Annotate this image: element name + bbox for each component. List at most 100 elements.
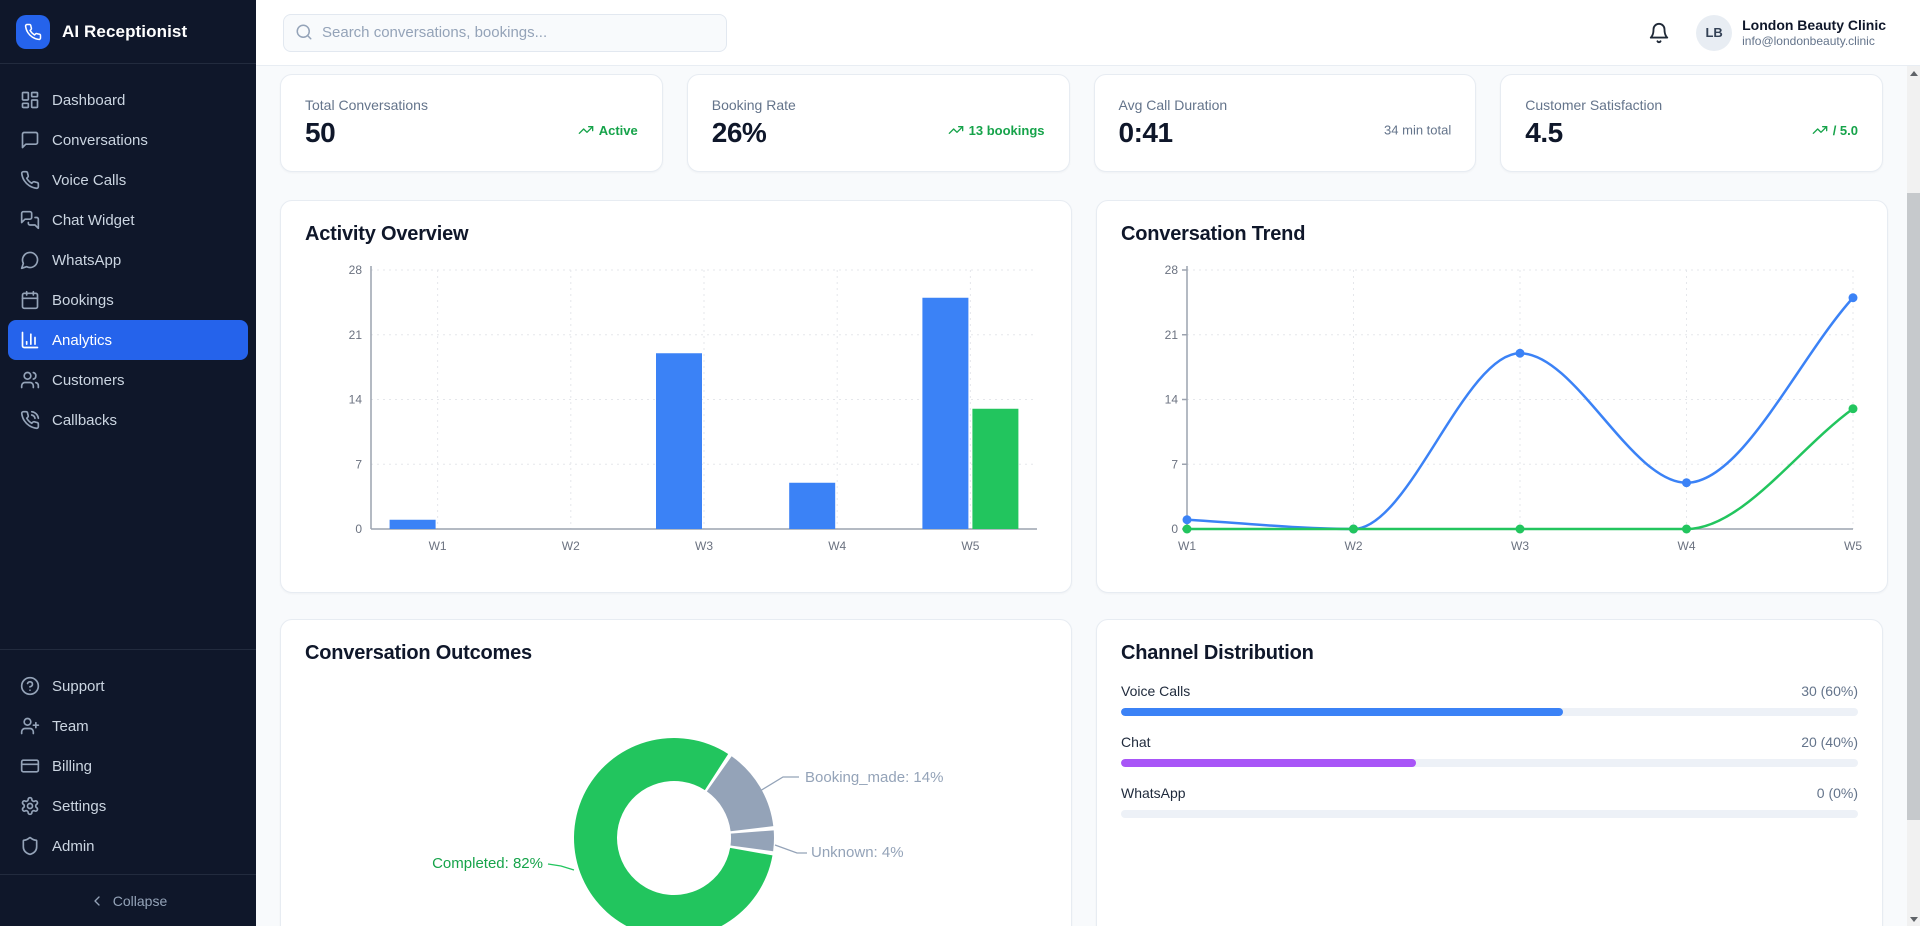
sidebar-item-label: Conversations [52, 131, 148, 149]
channel-progress-track [1121, 810, 1858, 818]
stat-card-booking-rate: Booking Rate 26% 13 bookings [686, 74, 1070, 172]
y-tick-label: 21 [1165, 328, 1179, 342]
point-conversations [1515, 348, 1525, 358]
channel-label: WhatsApp [1121, 785, 1186, 801]
user-plus-icon [20, 716, 40, 736]
sidebar-item-bookings[interactable]: Bookings [8, 280, 248, 320]
x-tick-label: W3 [1511, 539, 1529, 553]
x-tick-label: W1 [429, 539, 447, 553]
channel-progress-fill [1121, 708, 1564, 716]
conversation-trend-line-chart: 0 7 14 21 28 W1 W2 W3 W4 W5 [1165, 263, 1863, 553]
sidebar-item-chat-widget[interactable]: Chat Widget [8, 200, 248, 240]
sidebar-item-customers[interactable]: Customers [8, 360, 248, 400]
y-tick-label: 28 [349, 263, 363, 277]
sidebar-item-conversations[interactable]: Conversations [8, 120, 248, 160]
channel-label: Voice Calls [1121, 683, 1191, 699]
bar-conversations [389, 519, 436, 529]
bottom-row: Conversation Outcomes Booking_made: 14% U… [280, 619, 1883, 926]
outcomes-donut-chart: Booking_made: 14% Unknown: 4% Completed: 8… [305, 673, 1047, 926]
stat-trend: 13 bookings [948, 122, 1045, 138]
activity-overview-panel: Activity Overview 0 7 14 21 28 W1 W2 W3 W4 W5 [280, 200, 1072, 593]
stat-value: 50 [305, 117, 336, 148]
phone-logo-icon [16, 14, 50, 49]
sidebar-item-label: Settings [52, 797, 107, 815]
stat-trend: / 5.0 [1812, 122, 1858, 138]
label-line [774, 844, 807, 854]
y-tick-label: 28 [1165, 263, 1179, 277]
trending-up-icon [1812, 126, 1828, 134]
pie-slice-completed [574, 738, 773, 926]
sidebar-item-label: Support [52, 677, 105, 695]
vertical-scrollbar[interactable] [1907, 66, 1920, 926]
label-line [759, 776, 799, 792]
app-title: AI Receptionist [62, 21, 188, 41]
panel-title: Activity Overview [305, 223, 469, 245]
sidebar-item-callbacks[interactable]: Callbacks [8, 400, 248, 440]
topbar-right: LB London Beauty Clinic info@londonbeaut… [1648, 14, 1886, 51]
point-bookings [1848, 404, 1858, 414]
stat-trend: Active [578, 122, 638, 138]
sidebar-item-dashboard[interactable]: Dashboard [8, 80, 248, 120]
activity-bar-chart: 0 7 14 21 28 W1 W2 W3 W4 W5 [349, 263, 1037, 553]
y-tick-label: 7 [1171, 457, 1178, 471]
scrollbar-thumb[interactable] [1907, 193, 1920, 820]
panel-title: Conversation Outcomes [305, 642, 532, 664]
help-circle-icon [20, 676, 40, 696]
sidebar-item-analytics[interactable]: Analytics [8, 320, 248, 360]
users-icon [20, 370, 40, 390]
message-square-icon [20, 130, 40, 150]
sidebar-item-label: Billing [52, 757, 93, 775]
sidebar-item-support[interactable]: Support [8, 666, 248, 706]
pie-slice-booking_made [706, 756, 774, 832]
sidebar-item-team[interactable]: Team [8, 706, 248, 746]
x-tick-label: W2 [562, 539, 580, 553]
sidebar-item-admin[interactable]: Admin [8, 826, 248, 866]
x-tick-label: W4 [828, 539, 846, 553]
topbar: LB London Beauty Clinic info@londonbeaut… [256, 0, 1920, 66]
search-icon [295, 23, 313, 41]
sidebar-item-settings[interactable]: Settings [8, 786, 248, 826]
sidebar-spacer [0, 448, 256, 649]
credit-card-icon [20, 756, 40, 776]
point-conversations [1182, 515, 1192, 525]
stat-value: 0:41 [1118, 117, 1174, 148]
bar-conversations [656, 353, 702, 529]
stat-label: Customer Satisfaction [1525, 97, 1663, 113]
sidebar-item-label: Chat Widget [52, 211, 135, 229]
collapse-sidebar-button[interactable]: Collapse [0, 874, 256, 926]
account-menu[interactable]: LB London Beauty Clinic info@londonbeaut… [1696, 14, 1886, 51]
channel-row-whatsapp: WhatsApp 0 (0%) [1121, 785, 1858, 818]
sidebar-item-label: Dashboard [52, 91, 126, 109]
outcome-label-unknown: Unknown: 4% [811, 844, 904, 861]
y-tick-label: 0 [1171, 522, 1178, 536]
channel-progress-fill [1121, 759, 1416, 767]
stats-row: Total Conversations 50 Active Booking Ra… [280, 74, 1883, 172]
bar-bookings [972, 408, 1019, 529]
channel-value: 30 (60%) [1801, 683, 1858, 699]
scroll-down-arrow-icon[interactable] [1907, 912, 1920, 926]
point-conversations [1682, 478, 1691, 488]
charts-row: Activity Overview 0 7 14 21 28 W1 W2 W3 W4 W5 Con… [280, 200, 1888, 593]
channel-rows: Voice Calls 30 (60%) Chat 20 (40%) WhatsApp 0… [1121, 683, 1858, 818]
y-tick-label: 21 [349, 328, 363, 342]
scroll-up-arrow-icon[interactable] [1907, 66, 1920, 80]
outcome-label-completed: Completed: 82% [432, 855, 543, 872]
channel-progress-track [1121, 708, 1858, 716]
search-input[interactable] [283, 13, 727, 52]
point-bookings [1682, 524, 1691, 534]
donut-svg [547, 738, 807, 926]
main-content: Total Conversations 50 Active Booking Ra… [256, 66, 1907, 926]
sidebar-item-label: Callbacks [52, 411, 118, 429]
notifications-bell-icon[interactable] [1648, 22, 1670, 44]
stat-label: Avg Call Duration [1118, 97, 1228, 113]
x-tick-label: W5 [961, 539, 979, 553]
sidebar-item-whatsapp[interactable]: WhatsApp [8, 240, 248, 280]
org-email: info@londonbeauty.clinic [1742, 34, 1875, 49]
sidebar-item-voice-calls[interactable]: Voice Calls [8, 160, 248, 200]
panel-title: Channel Distribution [1121, 642, 1314, 664]
stat-card-total-conversations: Total Conversations 50 Active [280, 74, 663, 172]
sidebar-item-billing[interactable]: Billing [8, 746, 248, 786]
chevron-left-icon [89, 893, 105, 909]
message-circle-icon [20, 250, 40, 270]
stat-note: 34 min total [1384, 122, 1452, 138]
